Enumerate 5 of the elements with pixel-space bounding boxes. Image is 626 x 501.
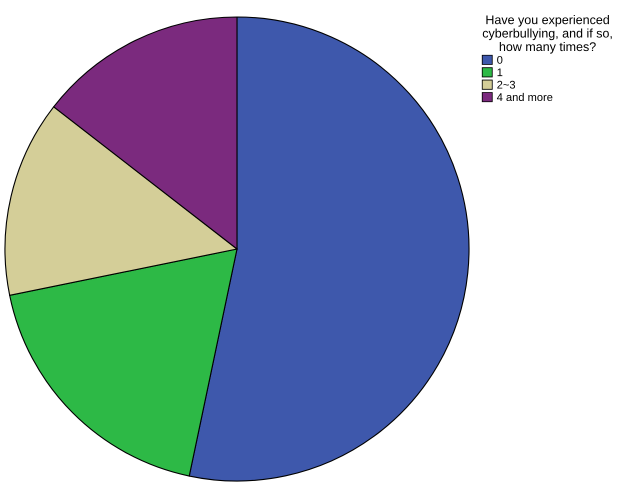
legend-label: 4 and more xyxy=(496,92,552,102)
legend-title: Have you experienced cyberbullying, and if so, how many times? xyxy=(482,15,612,54)
legend-label: 0 xyxy=(497,56,502,64)
legend-label: 1 xyxy=(498,68,502,76)
legend-label: 2~3 xyxy=(497,80,516,89)
